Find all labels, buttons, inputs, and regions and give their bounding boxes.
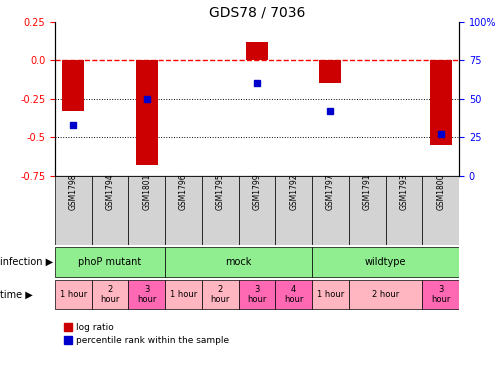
Text: GSM1799: GSM1799 (252, 174, 261, 210)
FancyBboxPatch shape (349, 280, 422, 310)
Text: GSM1791: GSM1791 (363, 174, 372, 210)
Title: GDS78 / 7036: GDS78 / 7036 (209, 5, 305, 19)
Text: phoP mutant: phoP mutant (78, 257, 142, 267)
Bar (136, 60, 158, 165)
Text: GSM1794: GSM1794 (105, 174, 114, 210)
FancyBboxPatch shape (202, 176, 239, 245)
Bar (319, 60, 341, 83)
Text: 2 hour: 2 hour (372, 290, 399, 299)
Legend: log ratio, percentile rank within the sample: log ratio, percentile rank within the sa… (59, 319, 233, 349)
Text: 3
hour: 3 hour (248, 285, 266, 305)
Text: 2
hour: 2 hour (100, 285, 120, 305)
FancyBboxPatch shape (349, 176, 386, 245)
FancyBboxPatch shape (312, 176, 349, 245)
Text: 3
hour: 3 hour (137, 285, 157, 305)
Text: GSM1801: GSM1801 (142, 174, 151, 210)
FancyBboxPatch shape (312, 247, 459, 277)
Text: GSM1792: GSM1792 (289, 174, 298, 210)
Text: GSM1795: GSM1795 (216, 174, 225, 210)
FancyBboxPatch shape (202, 280, 239, 310)
Text: 1 hour: 1 hour (60, 290, 87, 299)
FancyBboxPatch shape (275, 176, 312, 245)
FancyBboxPatch shape (422, 280, 459, 310)
FancyBboxPatch shape (55, 247, 165, 277)
FancyBboxPatch shape (55, 280, 92, 310)
FancyBboxPatch shape (422, 176, 459, 245)
Bar (430, 60, 452, 145)
FancyBboxPatch shape (55, 176, 92, 245)
FancyBboxPatch shape (92, 280, 128, 310)
FancyBboxPatch shape (275, 280, 312, 310)
Text: 3
hour: 3 hour (431, 285, 451, 305)
FancyBboxPatch shape (165, 247, 312, 277)
FancyBboxPatch shape (165, 176, 202, 245)
Text: 4
hour: 4 hour (284, 285, 303, 305)
FancyBboxPatch shape (239, 176, 275, 245)
Text: time ▶: time ▶ (0, 290, 33, 300)
Text: 1 hour: 1 hour (170, 290, 197, 299)
FancyBboxPatch shape (128, 280, 165, 310)
Text: wildtype: wildtype (365, 257, 406, 267)
Text: GSM1796: GSM1796 (179, 174, 188, 210)
Text: GSM1798: GSM1798 (69, 174, 78, 210)
Text: GSM1800: GSM1800 (436, 174, 445, 210)
Bar (62, 60, 84, 111)
Text: 2
hour: 2 hour (211, 285, 230, 305)
Text: mock: mock (226, 257, 252, 267)
FancyBboxPatch shape (92, 176, 128, 245)
FancyBboxPatch shape (128, 176, 165, 245)
FancyBboxPatch shape (239, 280, 275, 310)
Bar (246, 42, 268, 60)
Text: GSM1797: GSM1797 (326, 174, 335, 210)
Text: infection ▶: infection ▶ (0, 257, 53, 267)
Text: 1 hour: 1 hour (317, 290, 344, 299)
Text: GSM1793: GSM1793 (400, 174, 409, 210)
FancyBboxPatch shape (312, 280, 349, 310)
FancyBboxPatch shape (165, 280, 202, 310)
FancyBboxPatch shape (386, 176, 422, 245)
